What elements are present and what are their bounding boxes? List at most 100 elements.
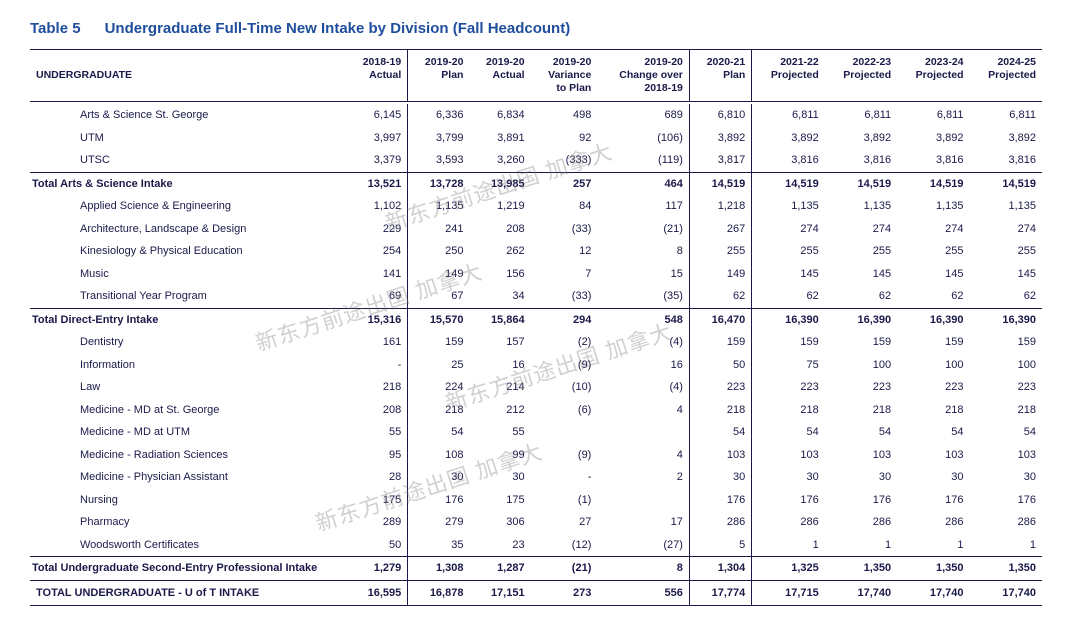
cell: 54 [689, 421, 751, 444]
cell: 1,350 [970, 557, 1042, 581]
cell: 218 [825, 399, 897, 422]
table-row: Total Direct-Entry Intake15,31615,57015,… [30, 308, 1042, 331]
cell: 218 [408, 399, 470, 422]
cell: 176 [689, 489, 751, 512]
col-header: 2019-20Plan [408, 50, 470, 102]
cell: 214 [469, 376, 530, 399]
table-row: Pharmacy2892793062717286286286286286 [30, 511, 1042, 534]
table-row: UTSC3,3793,5933,260(333)(119)3,8173,8163… [30, 149, 1042, 172]
cell: 1,350 [825, 557, 897, 581]
col-header: 2019-20Varianceto Plan [531, 50, 598, 102]
cell: 156 [469, 263, 530, 286]
row-label: Medicine - MD at St. George [30, 399, 346, 422]
cell: 157 [469, 331, 530, 354]
cell: 6,834 [469, 104, 530, 127]
cell: 223 [825, 376, 897, 399]
cell: (33) [531, 218, 598, 241]
cell: 15,316 [346, 308, 408, 331]
table-body: Arts & Science St. George6,1456,3366,834… [30, 102, 1042, 606]
table-row: Total Undergraduate Second-Entry Profess… [30, 557, 1042, 581]
cell: 15,864 [469, 308, 530, 331]
cell: 16,390 [825, 308, 897, 331]
cell: 54 [408, 421, 470, 444]
cell: (12) [531, 534, 598, 557]
cell: 159 [970, 331, 1042, 354]
cell: 294 [531, 308, 598, 331]
cell: 176 [970, 489, 1042, 512]
cell: 255 [825, 240, 897, 263]
cell: 3,891 [469, 127, 530, 150]
cell: 3,816 [897, 149, 969, 172]
col-header: 2019-20Actual [469, 50, 530, 102]
cell: 498 [531, 104, 598, 127]
cell: 548 [597, 308, 689, 331]
cell: 218 [689, 399, 751, 422]
table-row: Medicine - MD at St. George208218212(6)4… [30, 399, 1042, 422]
cell: 176 [752, 489, 825, 512]
table-row: Medicine - Physician Assistant283030-230… [30, 466, 1042, 489]
table-row: Woodsworth Certificates503523(12)(27)511… [30, 534, 1042, 557]
cell: 218 [346, 376, 408, 399]
cell: 62 [825, 285, 897, 308]
cell: 1 [752, 534, 825, 557]
row-label: Transitional Year Program [30, 285, 346, 308]
col-header: 2018-19Actual [346, 50, 408, 102]
cell: 13,728 [408, 172, 470, 195]
row-label: Kinesiology & Physical Education [30, 240, 346, 263]
cell: 6,811 [752, 104, 825, 127]
cell: 2 [597, 466, 689, 489]
cell: 3,892 [970, 127, 1042, 150]
cell: 274 [825, 218, 897, 241]
cell: 30 [970, 466, 1042, 489]
cell: 208 [469, 218, 530, 241]
cell: 14,519 [897, 172, 969, 195]
cell: 3,892 [897, 127, 969, 150]
cell: 175 [346, 489, 408, 512]
cell: 223 [689, 376, 751, 399]
cell: 1 [825, 534, 897, 557]
cell: 17,715 [752, 580, 825, 606]
cell: 8 [597, 557, 689, 581]
cell: 274 [752, 218, 825, 241]
cell: 50 [346, 534, 408, 557]
col-header: 2019-20Change over2018-19 [597, 50, 689, 102]
table-row: Dentistry161159157(2)(4)159159159159159 [30, 331, 1042, 354]
cell: 286 [752, 511, 825, 534]
table-row: Transitional Year Program696734(33)(35)6… [30, 285, 1042, 308]
cell: 28 [346, 466, 408, 489]
cell: 54 [970, 421, 1042, 444]
cell: 1,135 [408, 195, 470, 218]
cell: 3,816 [970, 149, 1042, 172]
cell: 35 [408, 534, 470, 557]
cell: 267 [689, 218, 751, 241]
col-header: 2020-21Plan [689, 50, 751, 102]
cell: 103 [970, 444, 1042, 467]
cell: 95 [346, 444, 408, 467]
cell: - [346, 354, 408, 377]
header-row-label: UNDERGRADUATE [30, 50, 346, 102]
row-label: Pharmacy [30, 511, 346, 534]
cell: 3,593 [408, 149, 470, 172]
table-header: UNDERGRADUATE2018-19Actual2019-20Plan201… [30, 50, 1042, 102]
cell: 13,985 [469, 172, 530, 195]
cell: 55 [346, 421, 408, 444]
cell [531, 421, 598, 444]
cell: 16 [469, 354, 530, 377]
table-number: Table 5 [30, 20, 81, 37]
cell: 30 [825, 466, 897, 489]
cell: 99 [469, 444, 530, 467]
table-row: Applied Science & Engineering1,1021,1351… [30, 195, 1042, 218]
cell: 229 [346, 218, 408, 241]
table-row: Total Arts & Science Intake13,52113,7281… [30, 172, 1042, 195]
cell: 17,151 [469, 580, 530, 606]
cell: 208 [346, 399, 408, 422]
cell: 241 [408, 218, 470, 241]
cell: 255 [752, 240, 825, 263]
row-label: Medicine - Radiation Sciences [30, 444, 346, 467]
row-label: Total Direct-Entry Intake [30, 308, 346, 331]
cell: 12 [531, 240, 598, 263]
table-row: Music141149156715149145145145145 [30, 263, 1042, 286]
cell: 15,570 [408, 308, 470, 331]
cell: 1,350 [897, 557, 969, 581]
cell: 1 [897, 534, 969, 557]
